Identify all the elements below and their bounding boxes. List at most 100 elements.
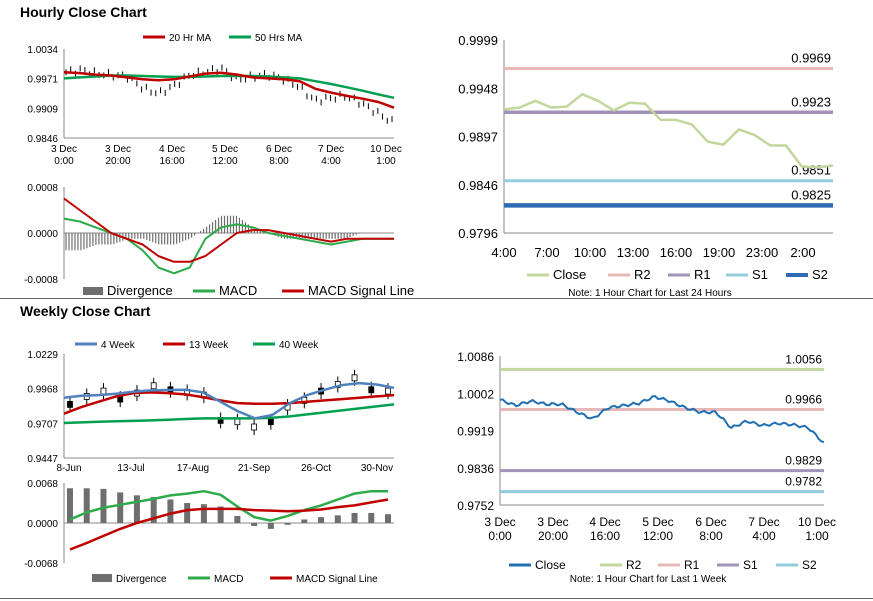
weekly-levels-x-tick-line2: 16:00 <box>590 529 620 543</box>
weekly-candle-body <box>351 374 358 382</box>
legend-hourly-r1-label: R1 <box>694 267 711 282</box>
weekly-divergence-bar <box>67 488 73 523</box>
hourly-price-x-tick-line1: 4 Dec <box>159 144 185 155</box>
weekly-candle-body <box>67 401 73 408</box>
legend-weekly-r2-label: R2 <box>626 558 642 572</box>
hourly-price-x-tick-line1: 3 Dec <box>105 144 131 155</box>
weekly-signal-line <box>69 498 389 551</box>
weekly-levels-x-tick-line2: 1:00 <box>805 529 829 543</box>
weekly-levels-note: Note: 1 Hour Chart for Last 1 Week <box>570 574 728 585</box>
hourly-levels-x-tick: 19:00 <box>703 245 736 260</box>
weekly-level-r1-label: 0.9966 <box>785 393 822 407</box>
weekly-macd-y-tick: 0.0068 <box>27 479 58 490</box>
weekly-levels-x-tick-line1: 3 Dec <box>484 515 515 529</box>
legend-weekly-close-label: Close <box>535 558 566 572</box>
weekly-levels-x-tick-line2: 12:00 <box>643 529 673 543</box>
weekly-divergence-bar <box>234 515 241 523</box>
weekly-ma4-line <box>63 381 395 420</box>
weekly-divergence-bar <box>318 517 325 523</box>
weekly-price-y-tick: 0.9968 <box>27 385 58 396</box>
legend-hourly-close-label: Close <box>553 267 586 282</box>
legend-hourly-s2-label: S2 <box>812 267 828 282</box>
weekly-macd-y-tick: -0.0068 <box>24 559 58 570</box>
weekly-levels-y-tick: 1.0086 <box>457 350 494 364</box>
weekly-levels-x-tick-line2: 0:00 <box>488 529 512 543</box>
weekly-levels-x-tick-line1: 10 Dec <box>798 515 836 529</box>
hourly-price-x-tick-line2: 0:00 <box>54 156 74 167</box>
hourly-price-x-tick-line2: 8:00 <box>269 156 289 167</box>
legend-hourly-divergence-swatch <box>83 287 103 295</box>
legend-13-week-label: 13 Week <box>189 340 229 351</box>
weekly-levels-x-tick-line2: 4:00 <box>752 529 776 543</box>
legend-weekly-macd-label: MACD <box>214 574 243 585</box>
legend-weekly-s1-label: S1 <box>743 558 758 572</box>
hourly-levels-y-tick: 0.9846 <box>458 178 498 193</box>
hourly-price-y-tick: 0.9846 <box>27 134 58 145</box>
weekly-divergence-bar <box>267 523 274 529</box>
weekly-levels-close-line <box>499 395 825 444</box>
weekly-price-x-tick: 8-Jun <box>56 463 81 474</box>
legend-weekly-signal-label: MACD Signal Line <box>296 574 378 585</box>
weekly-levels-y-tick: 0.9752 <box>457 499 494 513</box>
hourly-levels-x-tick: 16:00 <box>660 245 693 260</box>
weekly-ma40-line <box>63 403 395 425</box>
hourly-price-x-tick-line2: 20:00 <box>105 156 130 167</box>
weekly-divergence-bar <box>200 504 207 523</box>
weekly-levels-x-tick-line1: 4 Dec <box>589 515 620 529</box>
weekly-level-s2-label: 0.9782 <box>785 475 822 489</box>
hourly-price-x-tick-line1: 5 Dec <box>212 144 238 155</box>
section-divider <box>0 298 873 299</box>
weekly-levels-x-tick-line2: 8:00 <box>699 529 723 543</box>
weekly-price-x-tick: 17-Aug <box>177 463 209 474</box>
hourly-price-y-tick: 0.9971 <box>27 75 58 86</box>
weekly-levels-y-tick: 0.9836 <box>457 462 494 476</box>
hourly-macd-line <box>63 217 394 275</box>
legend-weekly-divergence-swatch <box>92 574 112 582</box>
hourly-levels-x-tick: 10:00 <box>574 245 607 260</box>
weekly-ma13-line <box>63 391 395 415</box>
hourly-macd-y-tick: 0.0008 <box>27 183 58 194</box>
hourly-levels-y-tick: 0.9897 <box>458 130 498 145</box>
legend-4-week-label: 4 Week <box>101 340 136 351</box>
hourly-price-x-tick-line2: 12:00 <box>212 156 237 167</box>
weekly-candle-body <box>100 387 107 395</box>
hourly-levels-x-tick: 23:00 <box>746 245 779 260</box>
weekly-price-x-tick: 21-Sep <box>238 463 271 474</box>
weekly-divergence-bar <box>368 513 375 523</box>
weekly-divergence-bar <box>167 499 174 523</box>
weekly-level-s1-label: 0.9829 <box>785 454 822 468</box>
bottom-divider <box>0 598 873 599</box>
hourly-price-x-tick-line2: 1:00 <box>376 156 396 167</box>
weekly-divergence-bar <box>133 495 140 523</box>
weekly-divergence-bar <box>385 514 391 523</box>
hourly-section-title: Hourly Close Chart <box>20 4 147 20</box>
weekly-levels-x-tick-line2: 20:00 <box>538 529 568 543</box>
hourly-levels-x-tick: 13:00 <box>617 245 650 260</box>
hourly-levels-y-tick: 0.9999 <box>458 33 498 48</box>
legend-hourly-r2-label: R2 <box>634 267 651 282</box>
weekly-level-r2-label: 1.0056 <box>785 352 822 366</box>
weekly-price-x-tick: 13-Jul <box>117 463 144 474</box>
hourly-price-x-tick-line1: 10 Dec <box>370 144 402 155</box>
hourly-price-x-tick-line2: 16:00 <box>159 156 184 167</box>
hourly-price-x-tick-line2: 4:00 <box>321 156 341 167</box>
legend-weekly-r1-label: R1 <box>684 558 700 572</box>
weekly-section-title: Weekly Close Chart <box>20 303 151 319</box>
weekly-divergence-bar <box>83 488 90 523</box>
weekly-divergence-bar <box>284 523 291 525</box>
hourly-level-s1-label: 0.9851 <box>791 163 831 178</box>
hourly-levels-note: Note: 1 Hour Chart for Last 24 Hours <box>568 288 731 299</box>
legend-hourly-divergence-label: Divergence <box>107 283 173 298</box>
weekly-price-y-tick: 0.9447 <box>27 454 58 465</box>
hourly-levels-y-tick: 0.9948 <box>458 81 498 96</box>
weekly-divergence-bar <box>184 503 191 523</box>
legend-hourly-macd-label: MACD <box>219 283 257 298</box>
weekly-candle-body <box>267 418 274 426</box>
weekly-levels-y-tick: 0.9919 <box>457 425 494 439</box>
weekly-macd-line <box>69 489 388 522</box>
hourly-price-y-tick: 0.9909 <box>27 104 58 115</box>
weekly-divergence-bar <box>100 488 107 523</box>
legend-hourly-signal-label: MACD Signal Line <box>308 283 414 298</box>
legend-50hrs-ma-label: 50 Hrs MA <box>255 33 303 44</box>
